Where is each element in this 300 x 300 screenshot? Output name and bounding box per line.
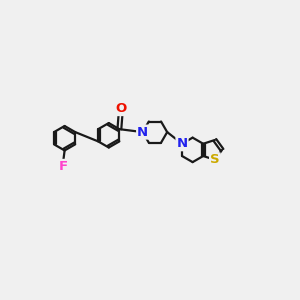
- Text: O: O: [115, 102, 127, 115]
- Text: F: F: [58, 160, 68, 173]
- Text: S: S: [210, 153, 220, 166]
- Text: N: N: [176, 137, 188, 150]
- Text: N: N: [137, 126, 148, 139]
